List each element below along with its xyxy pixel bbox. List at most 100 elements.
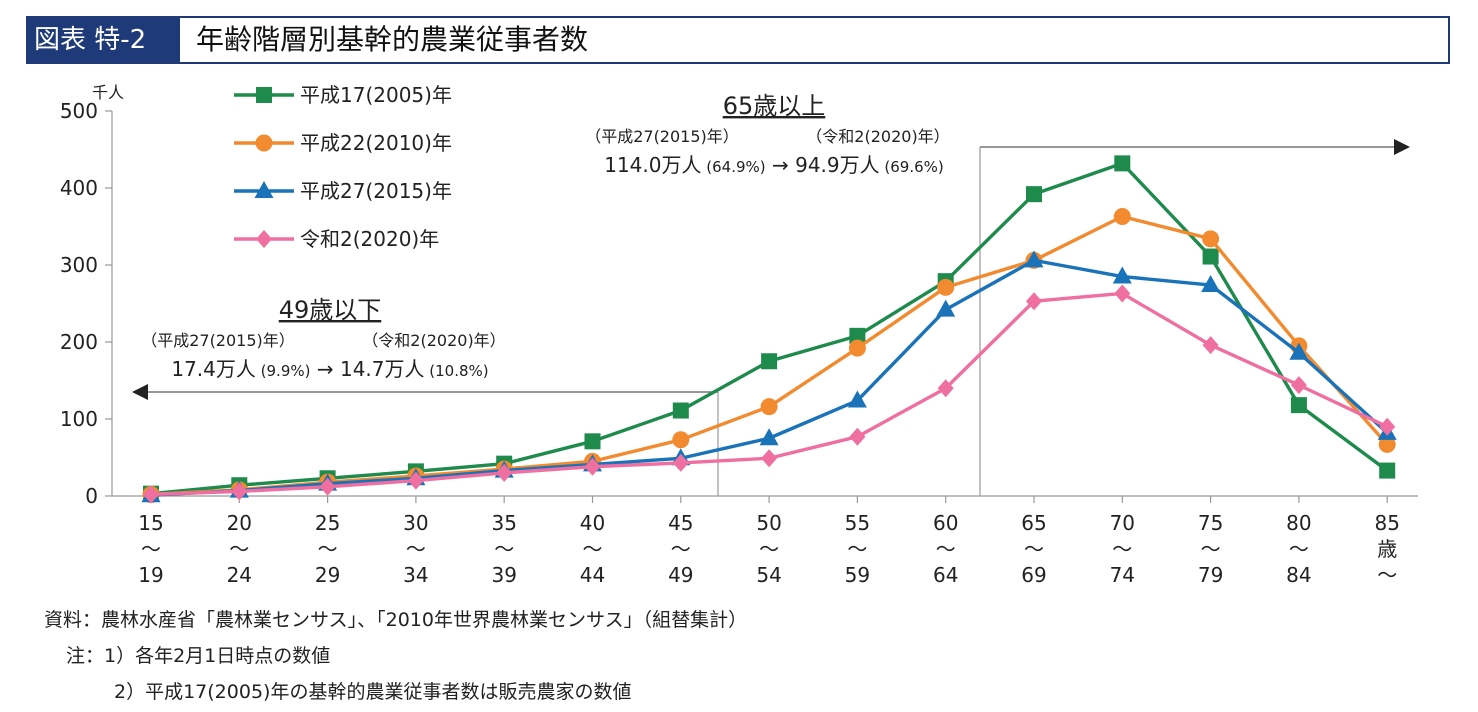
over65-value-part: 114.0万人	[604, 153, 701, 177]
data-point-square	[849, 327, 866, 344]
data-point-circle	[848, 339, 866, 357]
x-tick-label-line: 20	[227, 511, 252, 535]
x-tick-label-line: 65	[1021, 511, 1046, 535]
data-point-square	[672, 402, 689, 419]
data-point-triangle	[1289, 342, 1309, 360]
x-tick-label: 75 〜 79	[1198, 511, 1223, 587]
x-tick-label: 40 〜 44	[580, 511, 605, 587]
y-tick-label: 200	[60, 330, 98, 354]
x-tick-label: 80 〜 84	[1286, 511, 1311, 587]
x-tick-label: 35 〜 39	[491, 511, 516, 587]
data-point-circle	[1378, 435, 1396, 453]
x-tick-label-line: 19	[138, 563, 163, 587]
legend-marker	[256, 87, 272, 103]
x-tick-label-line: 〜	[583, 537, 603, 561]
x-tick-label: 45 〜 49	[668, 511, 693, 587]
data-point-diamond	[231, 482, 248, 501]
x-tick-label-line: 〜	[318, 537, 338, 561]
source-note: 資料：農林水産省「農林業センサス」、「2010年世界農林業センサス」（組替集計）	[44, 609, 748, 631]
data-point-diamond	[1114, 284, 1131, 303]
data-point-square	[1379, 462, 1396, 479]
x-tick-label-line: 55	[845, 511, 870, 535]
legend-marker	[255, 134, 273, 152]
data-point-square	[761, 353, 778, 370]
over65-value-part: (64.9%)	[702, 158, 766, 176]
data-point-diamond	[849, 427, 866, 446]
data-point-diamond	[1290, 376, 1307, 395]
x-tick-label-line: 69	[1021, 563, 1046, 587]
legend-label: 平成22(2010)年	[300, 131, 452, 155]
under49-from-label: （平成27(2015)年）	[141, 331, 295, 350]
over65-arrowhead	[1394, 139, 1410, 155]
x-tick-label: 70 〜 74	[1110, 511, 1135, 587]
x-tick-label-line: 〜	[1377, 563, 1397, 587]
data-point-diamond	[584, 457, 601, 476]
data-point-diamond	[761, 449, 778, 468]
data-point-diamond	[496, 463, 513, 482]
x-tick-label-line: 75	[1198, 511, 1223, 535]
figure-header: 図表 特-2 年齢階層別基幹的農業従事者数	[26, 16, 1450, 64]
over65-value-part: →	[766, 153, 795, 177]
x-tick-label-line: 〜	[1024, 537, 1044, 561]
x-tick-label-line: 45	[668, 511, 693, 535]
y-unit-label: 千人	[92, 83, 124, 102]
x-tick-label: 30 〜 34	[403, 511, 428, 587]
x-tick-label-line: 〜	[936, 537, 956, 561]
x-tick-label-line: 84	[1286, 563, 1311, 587]
x-tick-label-line: 〜	[847, 537, 867, 561]
x-tick-label-line: 34	[403, 563, 428, 587]
x-tick-label: 25 〜 29	[315, 511, 340, 587]
legend-marker	[254, 181, 274, 198]
x-tick-label-line: 40	[580, 511, 605, 535]
legend-label: 平成17(2005)年	[300, 83, 452, 107]
x-tick-label-line: 70	[1110, 511, 1135, 535]
data-point-diamond	[319, 477, 336, 496]
x-tick-label-line: 85	[1374, 511, 1399, 535]
x-tick-label-line: 79	[1198, 563, 1223, 587]
figure-notes: 資料：農林水産省「農林業センサス」、「2010年世界農林業センサス」（組替集計）…	[44, 602, 747, 710]
data-point-square	[1290, 397, 1307, 414]
x-tick-label-line: 44	[580, 563, 605, 587]
data-point-circle	[1113, 207, 1131, 225]
under49-to-label: （令和2(2020)年）	[362, 331, 505, 350]
data-point-circle	[937, 278, 955, 296]
data-point-diamond	[1202, 336, 1219, 355]
x-tick-label-line: 〜	[671, 537, 691, 561]
x-tick-label-line: 39	[491, 563, 516, 587]
x-tick-label-line: 50	[756, 511, 781, 535]
data-point-circle	[672, 431, 690, 449]
x-tick-label-line: 〜	[759, 537, 779, 561]
x-tick-label: 85 歳〜	[1374, 511, 1399, 587]
data-point-triangle	[1201, 275, 1221, 293]
x-tick-label-line: 54	[756, 563, 781, 587]
x-tick-label-line: 35	[491, 511, 516, 535]
data-point-triangle	[1024, 250, 1044, 268]
legend-marker	[256, 230, 272, 248]
x-tick-label-line: 〜	[1289, 537, 1309, 561]
under49-arrowhead	[132, 384, 148, 400]
legend-label: 平成27(2015)年	[300, 179, 452, 203]
y-tick-label: 300	[60, 253, 98, 277]
y-tick-label: 100	[60, 407, 98, 431]
x-tick-label-line: 〜	[494, 537, 514, 561]
data-point-triangle	[847, 390, 867, 408]
x-tick-label-line: 〜	[1112, 537, 1132, 561]
over65-from-label: （平成27(2015)年）	[585, 127, 739, 146]
data-point-diamond	[1026, 292, 1042, 311]
under49-title: 49歳以下	[279, 296, 382, 324]
data-point-diamond	[937, 379, 954, 398]
x-tick-label-line: 30	[403, 511, 428, 535]
x-tick-label-line: 64	[933, 563, 958, 587]
x-tick-label: 50 〜 54	[756, 511, 781, 587]
note-1: 注：1）各年2月1日時点の数値	[66, 645, 331, 667]
x-tick-label-line: 〜	[141, 537, 161, 561]
under49-values: 17.4万人 (9.9%) → 14.7万人 (10.8%)	[171, 357, 488, 381]
x-tick-label-line: 74	[1110, 563, 1135, 587]
x-tick-label: 15 〜 19	[138, 511, 163, 587]
x-tick-label-line: 15	[138, 511, 163, 535]
data-point-triangle	[1112, 266, 1132, 284]
data-point-diamond	[1379, 417, 1396, 436]
data-point-diamond	[143, 485, 159, 504]
figure-title: 年齢階層別基幹的農業従事者数	[196, 23, 589, 56]
